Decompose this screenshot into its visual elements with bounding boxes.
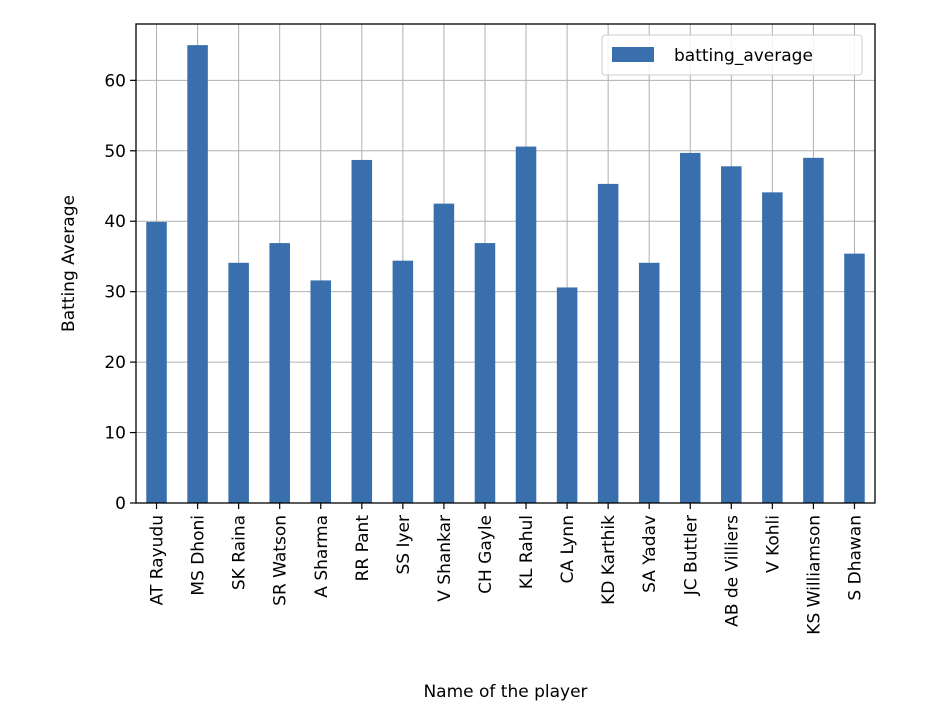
legend-box bbox=[601, 34, 863, 76]
bar bbox=[433, 203, 455, 503]
y-tick-label: 10 bbox=[104, 424, 126, 444]
x-tick-label: SK Raina bbox=[230, 515, 250, 590]
bar bbox=[762, 192, 783, 503]
x-axis-ticks: AT Rayudu MS Dhoni SK Raina SR Watson A Shar… bbox=[148, 503, 865, 635]
bar bbox=[310, 280, 332, 503]
bar bbox=[638, 262, 660, 503]
bar-layer bbox=[146, 45, 865, 504]
bar bbox=[187, 45, 208, 503]
bar bbox=[556, 287, 578, 503]
y-axis-label: Batting Average bbox=[59, 195, 79, 332]
x-tick-label: CA Lynn bbox=[558, 515, 578, 583]
x-tick-label: SR Watson bbox=[271, 515, 291, 606]
y-tick-label: 20 bbox=[104, 353, 126, 373]
plot-frame bbox=[135, 23, 876, 504]
x-tick-label: S Dhawan bbox=[845, 515, 865, 601]
y-tick-label: 50 bbox=[104, 142, 126, 162]
x-tick-label: MS Dhoni bbox=[189, 515, 209, 596]
bar bbox=[515, 146, 537, 504]
x-tick-label: RR Pant bbox=[353, 515, 373, 582]
y-tick-label: 0 bbox=[115, 494, 126, 514]
x-tick-label: AB de Villiers bbox=[722, 515, 742, 627]
bar bbox=[392, 260, 414, 503]
x-tick-label: KD Karthik bbox=[599, 515, 619, 605]
bar bbox=[679, 152, 701, 503]
bar bbox=[269, 243, 290, 503]
x-tick-label: V Shankar bbox=[435, 515, 455, 602]
y-tick-label: 40 bbox=[104, 212, 126, 232]
y-tick-label: 30 bbox=[104, 283, 126, 303]
bar bbox=[721, 166, 742, 503]
bar bbox=[803, 157, 824, 503]
x-tick-label: A Sharma bbox=[312, 515, 332, 598]
legend: batting_average bbox=[601, 34, 863, 76]
x-tick-label: SS Iyer bbox=[394, 515, 414, 575]
x-tick-label: KL Rahul bbox=[517, 515, 537, 589]
legend-label: batting_average bbox=[674, 46, 813, 66]
bar bbox=[351, 159, 373, 503]
bar bbox=[474, 243, 496, 503]
x-tick-label: KS Williamson bbox=[804, 515, 824, 635]
x-tick-label: V Kohli bbox=[763, 515, 783, 573]
legend-swatch bbox=[612, 47, 654, 62]
bar bbox=[146, 221, 167, 504]
x-tick-label: SA Yadav bbox=[640, 515, 660, 593]
bar bbox=[597, 183, 619, 503]
x-tick-label: CH Gayle bbox=[476, 515, 496, 594]
x-tick-label: JC Buttler bbox=[681, 515, 701, 596]
bar bbox=[844, 253, 865, 503]
y-tick-label: 60 bbox=[104, 71, 126, 91]
y-axis-ticks: 0 10 20 30 40 50 60 bbox=[104, 71, 136, 514]
x-axis-label: Name of the player bbox=[423, 682, 587, 702]
bar bbox=[228, 262, 249, 503]
x-tick-label: AT Rayudu bbox=[148, 515, 168, 605]
